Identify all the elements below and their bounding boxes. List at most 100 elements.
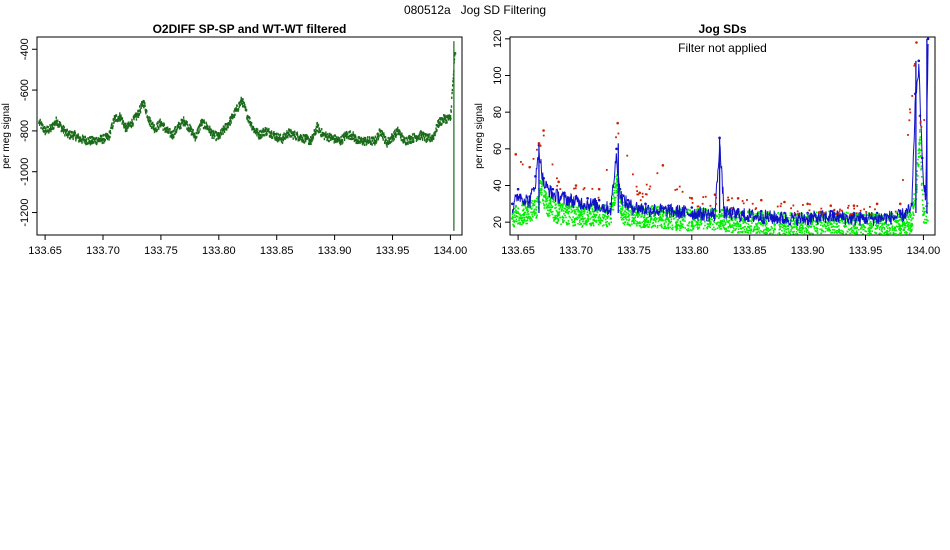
signal-point xyxy=(165,126,168,130)
green-point xyxy=(891,229,894,231)
green-point xyxy=(896,225,899,228)
green-point xyxy=(545,196,547,199)
green-point xyxy=(619,198,622,201)
signal-point xyxy=(40,126,42,130)
green-point xyxy=(645,221,648,223)
green-point xyxy=(667,223,670,225)
green-point xyxy=(788,230,790,232)
green-point xyxy=(697,207,699,210)
green-point xyxy=(659,215,662,218)
green-point xyxy=(791,220,794,222)
signal-point xyxy=(235,107,237,110)
signal-point xyxy=(102,138,104,142)
green-point xyxy=(907,221,909,224)
green-point xyxy=(547,195,549,198)
green-point xyxy=(544,191,546,193)
green-point xyxy=(581,215,584,218)
green-point xyxy=(512,223,514,226)
green-point xyxy=(871,226,874,228)
green-point xyxy=(882,233,885,235)
signal-point xyxy=(434,133,436,137)
green-point xyxy=(588,223,591,225)
green-point xyxy=(910,228,913,231)
signal-point xyxy=(311,137,313,140)
signal-point xyxy=(104,138,106,142)
green-point xyxy=(795,216,798,219)
y-tick-label: 100 xyxy=(492,66,504,84)
y-tick-label: -1200 xyxy=(19,198,31,226)
green-point xyxy=(586,213,589,216)
signal-point xyxy=(187,123,189,127)
signal-point xyxy=(378,135,380,138)
green-point xyxy=(545,212,548,215)
signal-point xyxy=(139,111,142,114)
green-point xyxy=(613,197,615,199)
data-point xyxy=(806,224,809,228)
signal-point xyxy=(279,133,282,136)
data-point xyxy=(574,184,578,187)
signal-point xyxy=(250,125,252,128)
green-point xyxy=(578,221,581,223)
green-point xyxy=(573,224,576,226)
green-point xyxy=(652,222,654,225)
signal-point xyxy=(184,124,186,127)
green-point xyxy=(648,225,650,228)
green-point xyxy=(545,206,548,209)
green-point xyxy=(744,230,746,233)
green-point xyxy=(555,221,558,224)
green-point xyxy=(700,219,703,222)
signal-point xyxy=(432,137,435,141)
green-point xyxy=(603,205,606,208)
signal-point xyxy=(79,136,81,139)
signal-point xyxy=(418,137,420,140)
green-point xyxy=(835,216,837,218)
signal-point xyxy=(73,130,76,133)
green-point xyxy=(639,221,641,223)
signal-point xyxy=(225,128,228,131)
green-point xyxy=(714,228,717,230)
green-point xyxy=(900,217,903,220)
signal-point xyxy=(438,119,440,122)
signal-point xyxy=(337,136,340,140)
green-point xyxy=(758,222,761,224)
green-point xyxy=(749,229,751,231)
green-point xyxy=(517,222,520,224)
green-point xyxy=(816,233,819,235)
green-point xyxy=(586,208,589,211)
green-point xyxy=(868,229,871,232)
green-point xyxy=(824,225,827,228)
signal-point xyxy=(424,133,427,137)
green-point xyxy=(919,142,921,144)
signal-point xyxy=(131,118,133,122)
green-point xyxy=(635,208,638,211)
signal-point xyxy=(144,108,147,112)
signal-point xyxy=(160,120,163,124)
green-point xyxy=(886,216,889,219)
signal-point xyxy=(220,132,223,135)
signal-point xyxy=(249,120,252,124)
green-point xyxy=(910,214,913,216)
signal-point xyxy=(149,117,151,120)
green-point xyxy=(560,210,563,212)
green-point xyxy=(889,232,892,234)
signal-point xyxy=(366,142,368,145)
red-point xyxy=(793,212,796,215)
signal-point xyxy=(195,131,197,135)
green-point xyxy=(898,232,901,235)
green-point xyxy=(804,227,807,229)
signal-point xyxy=(441,117,444,120)
green-point xyxy=(517,207,519,210)
green-point xyxy=(756,226,759,228)
red-point xyxy=(645,183,648,186)
signal-point xyxy=(250,123,253,127)
signal-point xyxy=(325,135,328,138)
green-point xyxy=(605,223,607,226)
signal-point xyxy=(218,132,221,136)
green-point xyxy=(855,221,858,223)
red-point xyxy=(715,196,717,199)
green-point xyxy=(638,211,641,214)
green-point xyxy=(660,223,663,226)
green-point xyxy=(582,217,584,220)
green-point xyxy=(878,213,881,215)
green-point xyxy=(589,218,592,220)
